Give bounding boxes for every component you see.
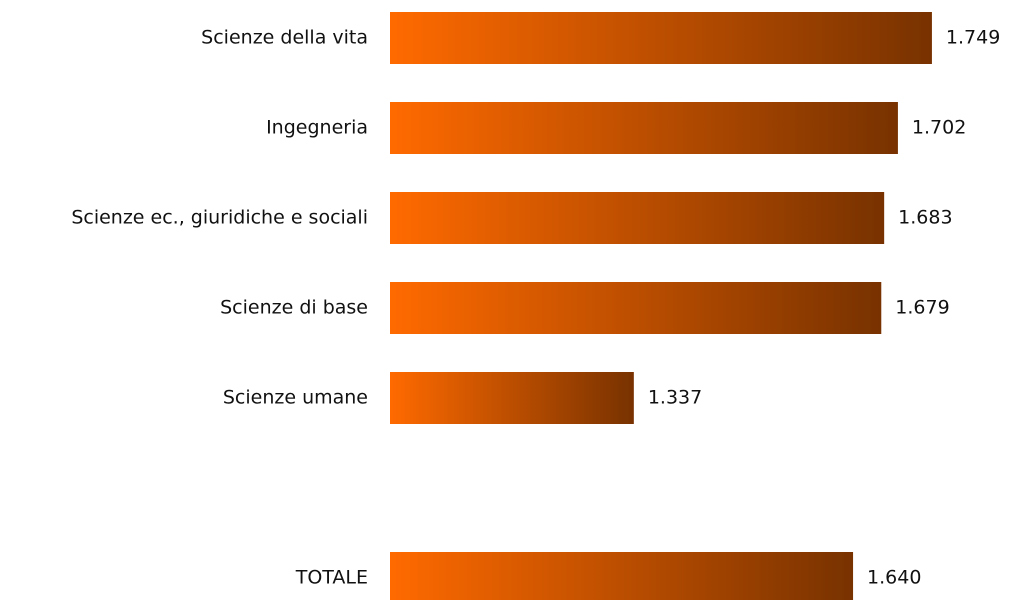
category-label: TOTALE — [295, 567, 368, 589]
category-label: Scienze della vita — [201, 27, 368, 49]
value-label: 1.679 — [895, 297, 949, 319]
value-label: 1.749 — [946, 27, 1000, 49]
category-label: Scienze di base — [220, 297, 368, 319]
category-label: Scienze umane — [223, 387, 368, 409]
category-label: Scienze ec., giuridiche e sociali — [71, 207, 368, 229]
value-label: 1.640 — [867, 567, 921, 589]
bar — [390, 192, 885, 244]
bar — [390, 282, 882, 334]
bar — [390, 12, 932, 64]
category-label: Ingegneria — [266, 117, 368, 139]
value-label: 1.683 — [898, 207, 952, 229]
bar — [390, 372, 634, 424]
bar — [390, 102, 898, 154]
bar — [390, 552, 854, 604]
value-label: 1.337 — [648, 387, 702, 409]
value-label: 1.702 — [912, 117, 966, 139]
